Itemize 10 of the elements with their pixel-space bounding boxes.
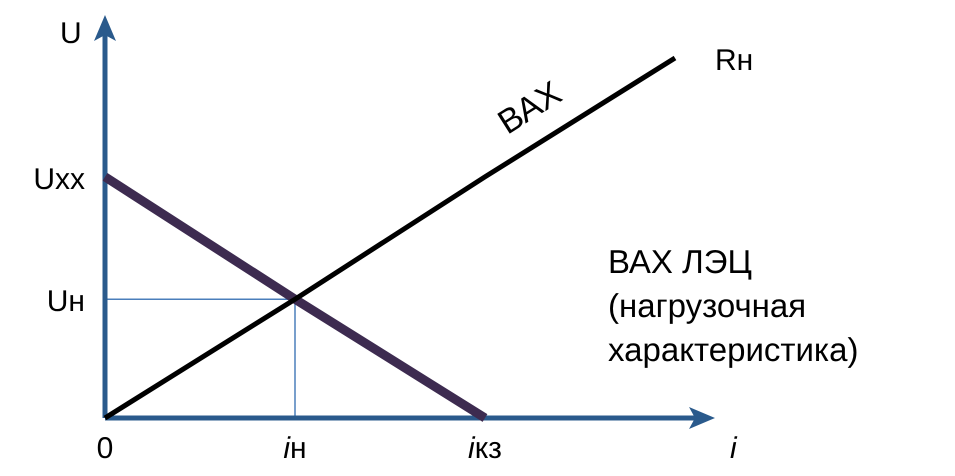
text: ВАХ ЛЭЦ (нагрузочная характеристика) [608,243,858,368]
x-tick-label: iн [283,432,307,465]
y-axis-title: U [60,17,82,50]
text: Uхх [33,162,85,196]
x-axis-title: i [730,432,738,465]
x-tick-label: 0 [96,432,114,465]
series-label: Rн [715,44,754,77]
annotation: ВАХ [491,74,568,142]
x-tick-label: iкз [468,432,502,465]
ref-line-label: Uн [46,285,85,318]
